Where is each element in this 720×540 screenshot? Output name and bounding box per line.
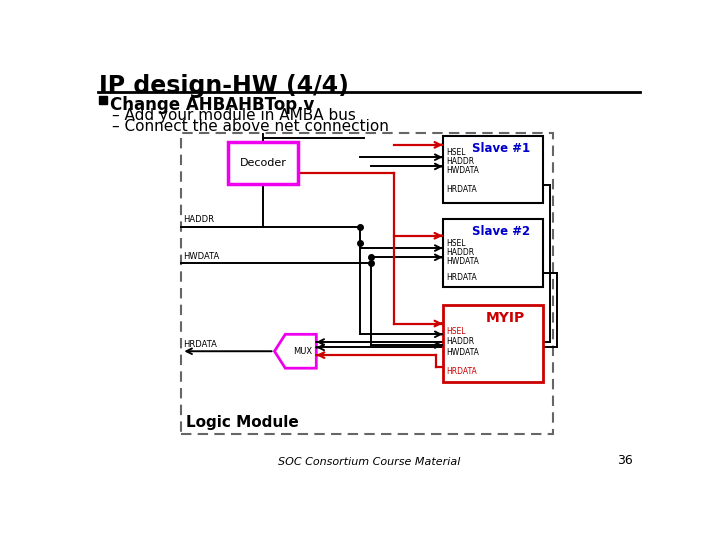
Text: Slave #1: Slave #1 <box>472 142 530 155</box>
Text: – Add your module in AMBA bus: – Add your module in AMBA bus <box>112 108 356 123</box>
Text: HRDATA: HRDATA <box>446 185 477 194</box>
Text: HADDR: HADDR <box>183 215 214 224</box>
Text: HWDATA: HWDATA <box>446 166 480 176</box>
Text: Logic Module: Logic Module <box>186 415 299 430</box>
Polygon shape <box>274 334 316 368</box>
Text: 36: 36 <box>617 454 632 467</box>
Text: Change AHBAHBTop.v: Change AHBAHBTop.v <box>110 96 315 114</box>
Text: HSEL: HSEL <box>446 239 466 248</box>
Text: HWDATA: HWDATA <box>446 257 480 266</box>
Text: HADDR: HADDR <box>446 157 474 166</box>
Text: – Connect the above net connection: – Connect the above net connection <box>112 119 389 134</box>
Text: SOC Consortium Course Material: SOC Consortium Course Material <box>278 457 460 467</box>
Bar <box>228 142 297 184</box>
Text: HADDR: HADDR <box>446 338 474 346</box>
Text: HADDR: HADDR <box>446 248 474 257</box>
Bar <box>443 219 544 287</box>
Text: MYIP: MYIP <box>485 311 525 325</box>
Text: HSEL: HSEL <box>446 148 466 157</box>
Bar <box>181 132 554 434</box>
Bar <box>99 96 107 104</box>
Text: IP design-HW (4/4): IP design-HW (4/4) <box>99 74 349 98</box>
Text: HRDATA: HRDATA <box>183 340 217 349</box>
Text: HWDATA: HWDATA <box>446 348 480 357</box>
Text: Decoder: Decoder <box>239 158 287 168</box>
Text: HSEL: HSEL <box>446 327 466 335</box>
Text: HRDATA: HRDATA <box>446 367 477 376</box>
Text: Slave #2: Slave #2 <box>472 225 530 238</box>
Text: HRDATA: HRDATA <box>446 273 477 282</box>
Text: HWDATA: HWDATA <box>183 252 220 261</box>
Bar <box>443 305 544 382</box>
Text: MUX: MUX <box>293 347 312 356</box>
Bar <box>443 136 544 204</box>
